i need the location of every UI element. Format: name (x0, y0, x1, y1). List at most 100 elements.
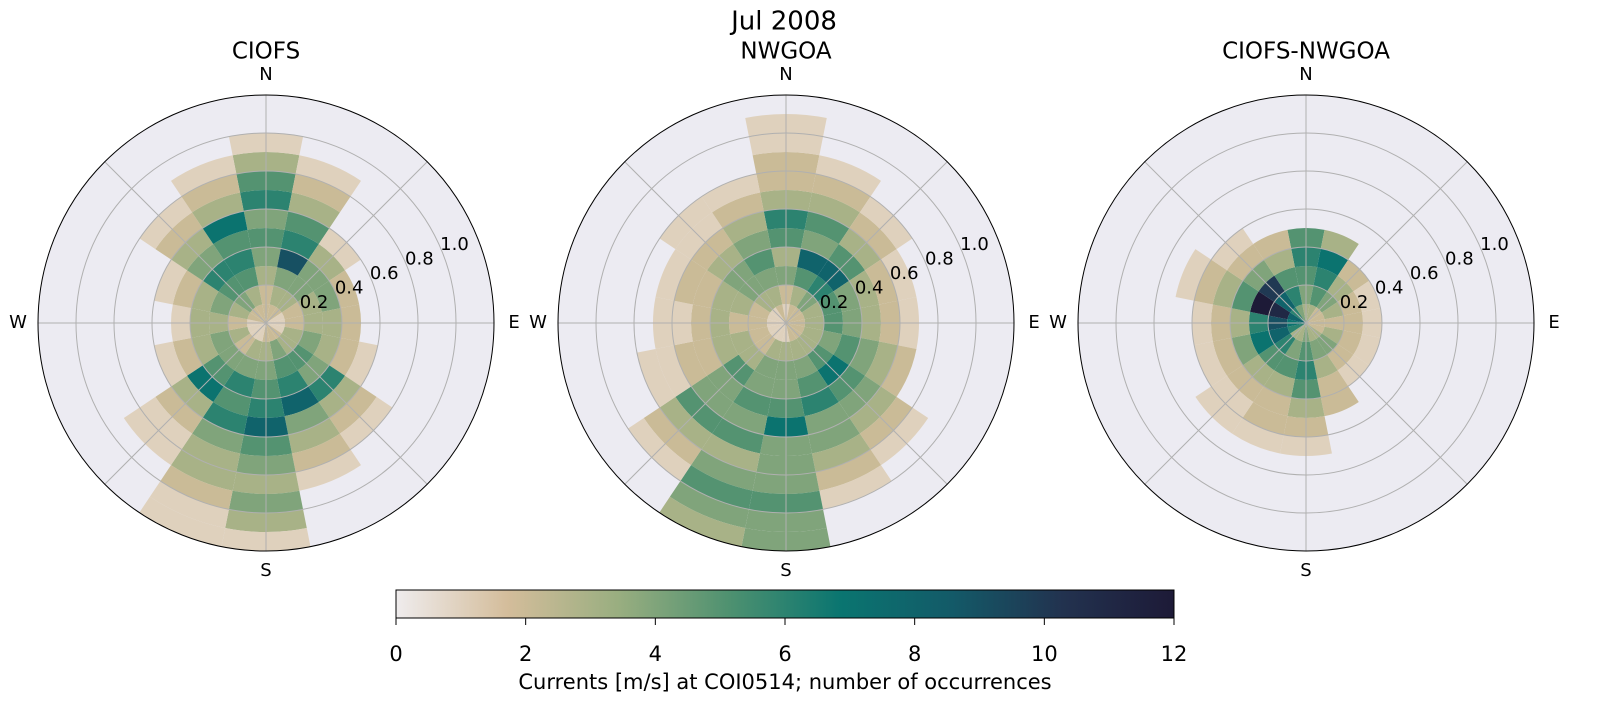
histogram-cell (801, 301, 824, 320)
histogram-cell (1253, 386, 1292, 417)
histogram-cell (1313, 267, 1338, 292)
histogram-cell (754, 354, 779, 379)
histogram-cell (804, 401, 850, 435)
histogram-cell (811, 433, 871, 473)
histogram-cell (266, 323, 277, 342)
histogram-cell (281, 326, 304, 345)
colorbar-tick-label: 8 (908, 642, 921, 666)
histogram-cell (344, 341, 378, 387)
histogram-cell (1306, 323, 1317, 342)
histogram-cell (833, 334, 861, 366)
histogram-cell (730, 291, 755, 316)
histogram-cell (295, 155, 362, 197)
histogram-cell (210, 291, 235, 316)
colorbar-label: Currents [m/s] at COI0514; number of occ… (518, 670, 1051, 694)
histogram-cell (786, 304, 797, 323)
histogram-cell (793, 354, 818, 379)
histogram-cell (1274, 354, 1299, 379)
histogram-cell (1212, 337, 1243, 376)
histogram-cell (247, 312, 266, 323)
histogram-cell (849, 270, 880, 309)
colorbar-tick-label: 12 (1161, 642, 1188, 666)
histogram-cell (266, 304, 277, 323)
histogram-cell (280, 229, 319, 260)
subplot-title: CIOFS (232, 39, 300, 65)
histogram-cell (277, 370, 309, 398)
histogram-cell (786, 312, 805, 323)
histogram-cell (722, 401, 768, 435)
histogram-cell (247, 323, 266, 334)
histogram-cell (767, 323, 786, 334)
histogram-cell (659, 496, 746, 547)
histogram-cell (817, 330, 842, 355)
histogram-cell (284, 401, 330, 435)
r-tick-label: 0.2 (1340, 292, 1369, 313)
angle-grid-line (1144, 161, 1307, 324)
histogram-cell (775, 323, 786, 342)
histogram-cell (748, 301, 771, 320)
histogram-cell (655, 249, 692, 301)
histogram-cell (266, 312, 285, 323)
histogram-cell (202, 401, 248, 435)
polar-frame (557, 94, 1015, 552)
angle-grid-line (104, 322, 267, 485)
angle-grid-line (1305, 322, 1468, 485)
histogram-cell (191, 280, 219, 312)
colorbar-tick-label: 0 (389, 642, 402, 666)
direction-label: W (529, 312, 547, 333)
histogram-cell (1231, 334, 1259, 366)
histogram-cell (880, 249, 917, 301)
histogram-cell (692, 270, 723, 309)
histogram-cell (1320, 386, 1359, 417)
direction-label: W (1049, 312, 1067, 333)
histogram-cell (1250, 291, 1275, 316)
histogram-cell (1212, 270, 1243, 309)
polar-frame (37, 94, 495, 552)
histogram-cell (1284, 285, 1303, 308)
histogram-cell (1232, 417, 1284, 454)
angle-grid-line (104, 161, 267, 324)
histogram-cell (767, 312, 786, 323)
histogram-cell (849, 337, 880, 376)
histogram-cell (329, 270, 360, 309)
histogram-cell (170, 449, 237, 491)
histogram-cell (775, 304, 786, 323)
r-tick-label: 0.6 (370, 263, 399, 284)
histogram-cell (680, 465, 753, 510)
angle-grid-line (265, 322, 428, 485)
histogram-cell (1231, 280, 1259, 312)
r-tick-label: 0.8 (1445, 248, 1474, 269)
histogram-cell (1317, 370, 1349, 398)
direction-label: S (1300, 560, 1311, 581)
histogram-cell (864, 341, 898, 387)
histogram-cell (191, 334, 219, 366)
histogram-cell (817, 291, 842, 316)
histogram-cell (786, 323, 797, 342)
direction-label: E (1548, 312, 1559, 333)
histogram-cell (1306, 323, 1325, 334)
histogram-cell (329, 337, 360, 376)
histogram-cell (1320, 229, 1359, 260)
histogram-cell (228, 326, 251, 345)
histogram-cell (313, 334, 341, 366)
angle-grid-line (265, 161, 428, 324)
histogram-cell (170, 155, 237, 197)
colorbar-tick-label: 4 (649, 642, 662, 666)
histogram-cell (1321, 326, 1344, 345)
direction-label: S (260, 560, 271, 581)
histogram-cell (1295, 304, 1306, 323)
histogram-cell (674, 341, 708, 387)
r-tick-label: 1.0 (1480, 234, 1509, 255)
histogram-cell (804, 211, 850, 245)
histogram-cell (692, 337, 723, 376)
histogram-cell (833, 280, 861, 312)
histogram-cell (154, 341, 188, 387)
histogram-cell (288, 192, 340, 229)
histogram-cell (712, 192, 764, 229)
histogram-cell (281, 301, 304, 320)
histogram-cell (160, 465, 233, 510)
histogram-cell (815, 155, 882, 197)
direction-label: W (9, 312, 27, 333)
histogram-cell (1194, 259, 1228, 305)
histogram-cell (284, 211, 330, 245)
